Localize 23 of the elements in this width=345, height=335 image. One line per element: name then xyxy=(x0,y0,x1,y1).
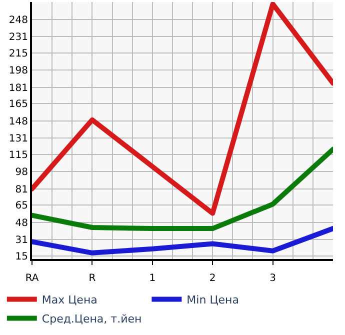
x-tick-label: 2 xyxy=(209,273,216,284)
y-tick-label: 248 xyxy=(8,14,28,26)
y-tick-label: 198 xyxy=(8,66,28,77)
x-tick-label: 3 xyxy=(270,273,276,284)
y-tick-label: 215 xyxy=(8,48,28,60)
x-tick-label: R xyxy=(88,273,96,284)
y-tick-label: 31 xyxy=(15,235,28,246)
legend-label: Min Цена xyxy=(186,293,239,306)
y-tick-label: 115 xyxy=(8,150,28,161)
y-tick-label: 148 xyxy=(8,116,28,128)
legend-label: Сред.Цена, т.йен xyxy=(42,312,142,326)
y-tick-label: 15 xyxy=(15,251,28,262)
y-tick-label: 181 xyxy=(8,82,28,94)
legend-label: Max Цена xyxy=(42,293,98,306)
x-tick-label: RA xyxy=(25,273,39,284)
y-tick-label: 98 xyxy=(15,167,28,178)
y-tick-label: 81 xyxy=(15,184,28,196)
y-tick-label: 48 xyxy=(15,218,28,229)
y-tick-label: 165 xyxy=(8,99,28,110)
y-tick-label: 131 xyxy=(8,134,28,145)
y-tick-label: 231 xyxy=(8,32,28,44)
x-tick-label: 1 xyxy=(149,273,156,284)
y-tick-label: 65 xyxy=(15,200,28,212)
